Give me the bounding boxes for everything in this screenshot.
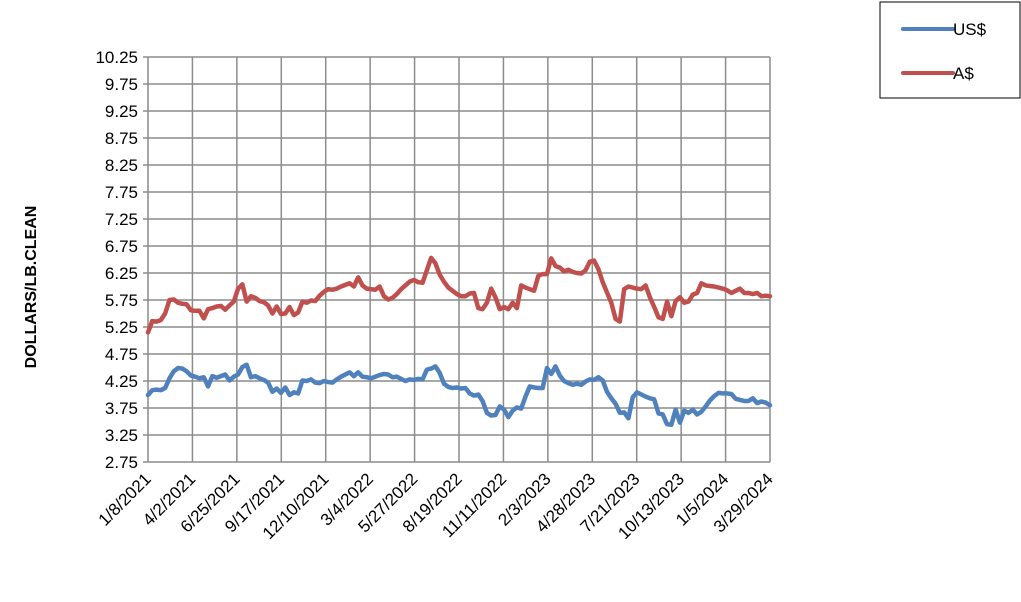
legend: US$ A$ bbox=[879, 1, 1021, 99]
y-tick-label: 7.25 bbox=[105, 210, 138, 229]
y-tick-label: 5.25 bbox=[105, 318, 138, 337]
series-line-us bbox=[145, 362, 773, 427]
y-tick-label: 4.75 bbox=[105, 345, 138, 364]
y-axis-label: DOLLARS/LB.CLEAN bbox=[23, 206, 40, 369]
y-tick-label: 3.75 bbox=[105, 399, 138, 418]
series-lines bbox=[145, 255, 773, 427]
y-tick-label: 7.75 bbox=[105, 183, 138, 202]
y-tick-label: 3.25 bbox=[105, 426, 138, 445]
y-axis-ticks: 10.25 9.75 9.25 8.75 8.25 7.75 7.25 6.75 6.25 5.7… bbox=[95, 48, 138, 472]
y-tick-label: 8.75 bbox=[105, 129, 138, 148]
y-tick-label: 8.25 bbox=[105, 156, 138, 175]
x-axis-ticks: 1/8/20214/2/20216/25/20219/17/202112/10/… bbox=[95, 469, 777, 543]
y-tick-label: 9.75 bbox=[105, 75, 138, 94]
plot-grid bbox=[143, 56, 771, 463]
y-tick-label: 9.25 bbox=[105, 102, 138, 121]
legend-box bbox=[879, 1, 1021, 99]
y-tick-label: 2.75 bbox=[105, 453, 138, 472]
series-line-aud bbox=[145, 255, 773, 335]
legend-label-aud: A$ bbox=[953, 64, 974, 83]
y-tick-label: 6.25 bbox=[105, 264, 138, 283]
y-tick-label: 5.75 bbox=[105, 291, 138, 310]
y-tick-label: 10.25 bbox=[95, 48, 138, 67]
y-tick-label: 6.75 bbox=[105, 237, 138, 256]
y-tick-label: 4.25 bbox=[105, 372, 138, 391]
legend-label-us: US$ bbox=[953, 20, 987, 39]
